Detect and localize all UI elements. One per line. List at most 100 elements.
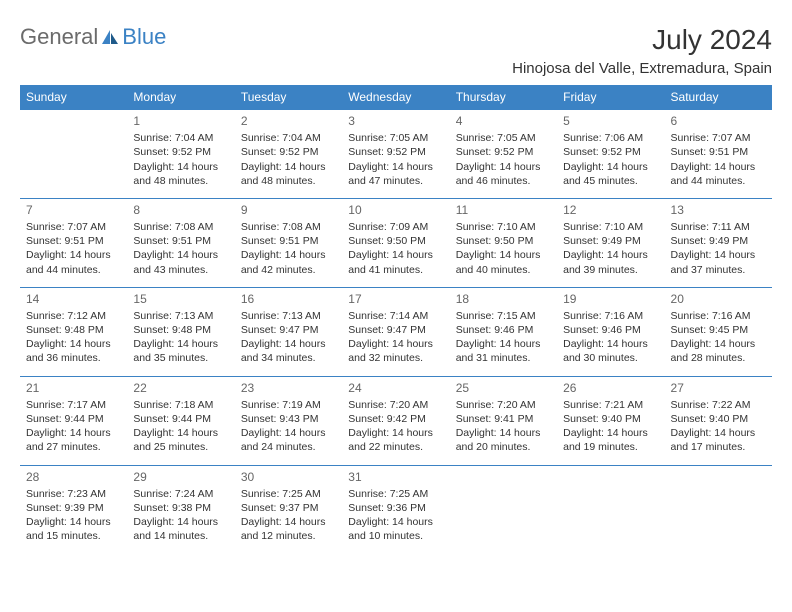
sunrise-text: Sunrise: 7:04 AM [133, 131, 228, 145]
sunset-text: Sunset: 9:47 PM [348, 323, 443, 337]
day-number: 22 [133, 380, 228, 396]
calendar-cell: 10Sunrise: 7:09 AMSunset: 9:50 PMDayligh… [342, 198, 449, 287]
calendar-week-row: 1Sunrise: 7:04 AMSunset: 9:52 PMDaylight… [20, 110, 772, 199]
dl1-text: Daylight: 14 hours [671, 426, 766, 440]
dl1-text: Daylight: 14 hours [456, 337, 551, 351]
location-subtitle: Hinojosa del Valle, Extremadura, Spain [512, 60, 772, 77]
sunrise-text: Sunrise: 7:10 AM [456, 220, 551, 234]
dl2-text: and 27 minutes. [26, 440, 121, 454]
calendar-cell: 29Sunrise: 7:24 AMSunset: 9:38 PMDayligh… [127, 465, 234, 553]
dl1-text: Daylight: 14 hours [133, 515, 228, 529]
dl2-text: and 44 minutes. [671, 174, 766, 188]
dl2-text: and 35 minutes. [133, 351, 228, 365]
sunrise-text: Sunrise: 7:04 AM [241, 131, 336, 145]
dl1-text: Daylight: 14 hours [133, 160, 228, 174]
page-header: General Blue July 2024 Hinojosa del Vall… [20, 24, 772, 77]
calendar-cell: 12Sunrise: 7:10 AMSunset: 9:49 PMDayligh… [557, 198, 664, 287]
sunrise-text: Sunrise: 7:23 AM [26, 487, 121, 501]
day-number: 2 [241, 113, 336, 129]
day-number: 7 [26, 202, 121, 218]
day-number: 26 [563, 380, 658, 396]
dl2-text: and 45 minutes. [563, 174, 658, 188]
dl1-text: Daylight: 14 hours [348, 515, 443, 529]
dl2-text: and 39 minutes. [563, 263, 658, 277]
dl1-text: Daylight: 14 hours [563, 248, 658, 262]
dl1-text: Daylight: 14 hours [671, 160, 766, 174]
sunrise-text: Sunrise: 7:07 AM [26, 220, 121, 234]
dl2-text: and 47 minutes. [348, 174, 443, 188]
sunrise-text: Sunrise: 7:20 AM [456, 398, 551, 412]
calendar-week-row: 7Sunrise: 7:07 AMSunset: 9:51 PMDaylight… [20, 198, 772, 287]
calendar-cell: 25Sunrise: 7:20 AMSunset: 9:41 PMDayligh… [450, 376, 557, 465]
sunset-text: Sunset: 9:39 PM [26, 501, 121, 515]
sunrise-text: Sunrise: 7:08 AM [133, 220, 228, 234]
sunrise-text: Sunrise: 7:09 AM [348, 220, 443, 234]
sunset-text: Sunset: 9:51 PM [26, 234, 121, 248]
day-number: 24 [348, 380, 443, 396]
weekday-header: Wednesday [342, 85, 449, 110]
calendar-cell: 11Sunrise: 7:10 AMSunset: 9:50 PMDayligh… [450, 198, 557, 287]
day-number: 30 [241, 469, 336, 485]
dl1-text: Daylight: 14 hours [456, 248, 551, 262]
calendar-cell: 26Sunrise: 7:21 AMSunset: 9:40 PMDayligh… [557, 376, 664, 465]
dl1-text: Daylight: 14 hours [671, 248, 766, 262]
dl1-text: Daylight: 14 hours [671, 337, 766, 351]
dl1-text: Daylight: 14 hours [241, 160, 336, 174]
dl1-text: Daylight: 14 hours [348, 160, 443, 174]
sunrise-text: Sunrise: 7:06 AM [563, 131, 658, 145]
sunset-text: Sunset: 9:47 PM [241, 323, 336, 337]
calendar-cell: 3Sunrise: 7:05 AMSunset: 9:52 PMDaylight… [342, 110, 449, 199]
dl2-text: and 12 minutes. [241, 529, 336, 543]
dl1-text: Daylight: 14 hours [563, 337, 658, 351]
calendar-week-row: 21Sunrise: 7:17 AMSunset: 9:44 PMDayligh… [20, 376, 772, 465]
title-block: July 2024 Hinojosa del Valle, Extremadur… [512, 24, 772, 77]
dl2-text: and 32 minutes. [348, 351, 443, 365]
day-number: 27 [671, 380, 766, 396]
sunset-text: Sunset: 9:51 PM [241, 234, 336, 248]
sunrise-text: Sunrise: 7:11 AM [671, 220, 766, 234]
dl2-text: and 48 minutes. [241, 174, 336, 188]
calendar-body: 1Sunrise: 7:04 AMSunset: 9:52 PMDaylight… [20, 110, 772, 554]
sunrise-text: Sunrise: 7:16 AM [671, 309, 766, 323]
calendar-week-row: 14Sunrise: 7:12 AMSunset: 9:48 PMDayligh… [20, 287, 772, 376]
calendar-cell: 19Sunrise: 7:16 AMSunset: 9:46 PMDayligh… [557, 287, 664, 376]
calendar-table: SundayMondayTuesdayWednesdayThursdayFrid… [20, 85, 772, 553]
sunset-text: Sunset: 9:52 PM [348, 145, 443, 159]
day-number: 15 [133, 291, 228, 307]
calendar-cell: 28Sunrise: 7:23 AMSunset: 9:39 PMDayligh… [20, 465, 127, 553]
day-number: 5 [563, 113, 658, 129]
dl2-text: and 34 minutes. [241, 351, 336, 365]
sunset-text: Sunset: 9:40 PM [671, 412, 766, 426]
day-number: 9 [241, 202, 336, 218]
dl1-text: Daylight: 14 hours [563, 160, 658, 174]
brand-part2: Blue [122, 24, 166, 50]
day-number: 1 [133, 113, 228, 129]
sunset-text: Sunset: 9:45 PM [671, 323, 766, 337]
dl1-text: Daylight: 14 hours [456, 426, 551, 440]
sunrise-text: Sunrise: 7:25 AM [348, 487, 443, 501]
day-number: 10 [348, 202, 443, 218]
dl2-text: and 42 minutes. [241, 263, 336, 277]
sunrise-text: Sunrise: 7:15 AM [456, 309, 551, 323]
calendar-cell: 17Sunrise: 7:14 AMSunset: 9:47 PMDayligh… [342, 287, 449, 376]
day-number: 8 [133, 202, 228, 218]
dl2-text: and 25 minutes. [133, 440, 228, 454]
sunrise-text: Sunrise: 7:19 AM [241, 398, 336, 412]
sunset-text: Sunset: 9:48 PM [26, 323, 121, 337]
dl1-text: Daylight: 14 hours [26, 426, 121, 440]
weekday-header: Saturday [665, 85, 772, 110]
sunrise-text: Sunrise: 7:25 AM [241, 487, 336, 501]
sunset-text: Sunset: 9:46 PM [456, 323, 551, 337]
calendar-cell: 20Sunrise: 7:16 AMSunset: 9:45 PMDayligh… [665, 287, 772, 376]
dl2-text: and 48 minutes. [133, 174, 228, 188]
calendar-cell: 1Sunrise: 7:04 AMSunset: 9:52 PMDaylight… [127, 110, 234, 199]
weekday-header: Tuesday [235, 85, 342, 110]
dl2-text: and 17 minutes. [671, 440, 766, 454]
calendar-week-row: 28Sunrise: 7:23 AMSunset: 9:39 PMDayligh… [20, 465, 772, 553]
dl1-text: Daylight: 14 hours [241, 337, 336, 351]
calendar-cell: 8Sunrise: 7:08 AMSunset: 9:51 PMDaylight… [127, 198, 234, 287]
sunset-text: Sunset: 9:38 PM [133, 501, 228, 515]
dl2-text: and 10 minutes. [348, 529, 443, 543]
sunrise-text: Sunrise: 7:20 AM [348, 398, 443, 412]
sunrise-text: Sunrise: 7:10 AM [563, 220, 658, 234]
